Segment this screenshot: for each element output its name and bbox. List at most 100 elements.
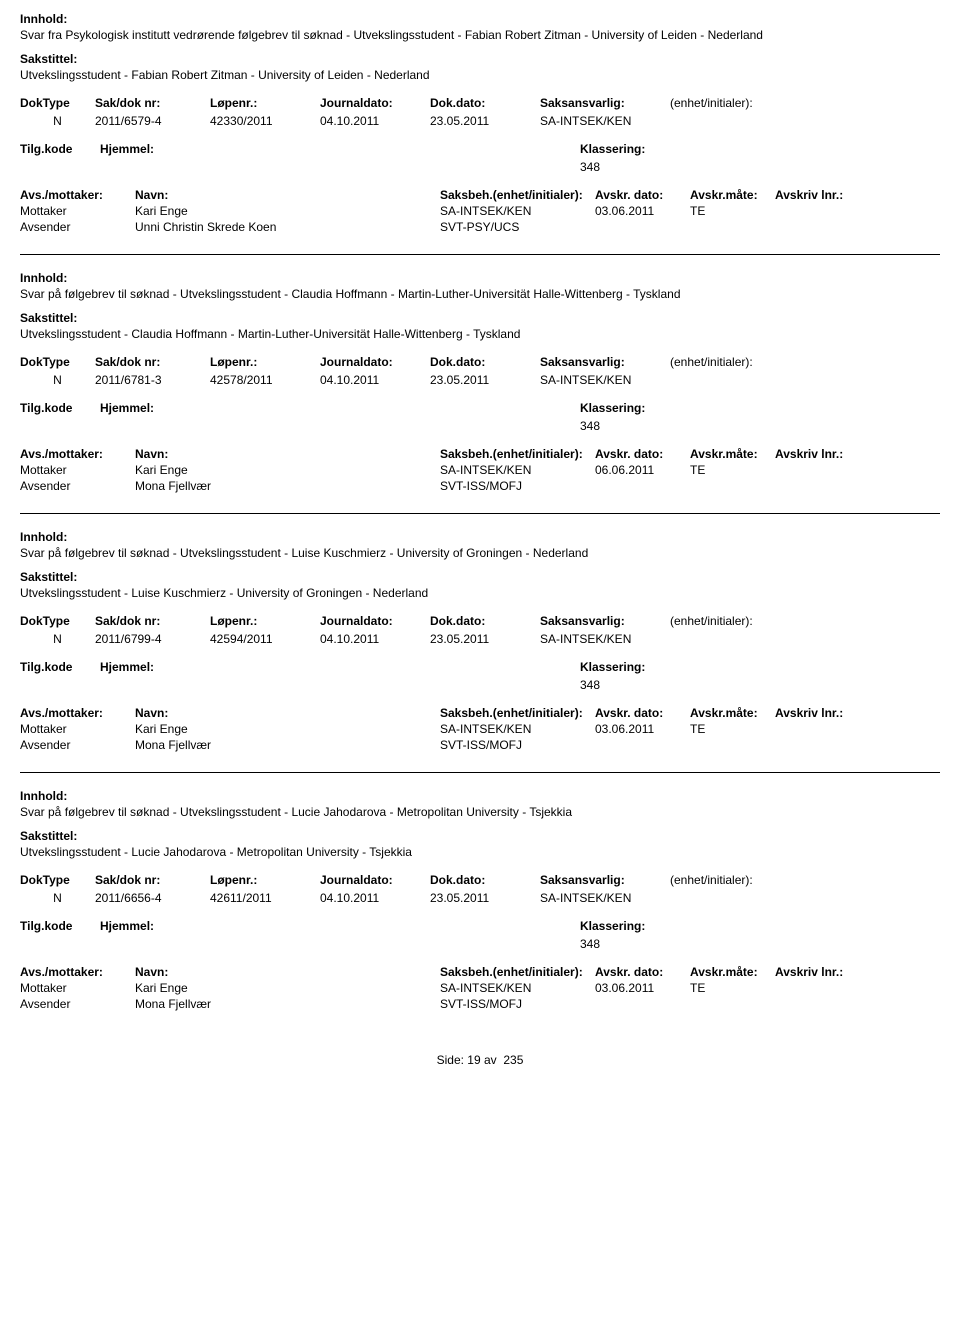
- saksansvarlig-label: Saksansvarlig:: [540, 873, 670, 887]
- hjemmel-value: [100, 678, 470, 692]
- doc-value-row: N 2011/6656-4 42611/2011 04.10.2011 23.0…: [20, 891, 940, 905]
- records-container: Innhold: Svar fra Psykologisk institutt …: [20, 12, 940, 1023]
- sakstittel-text: Utvekslingsstudent - Lucie Jahodarova - …: [20, 845, 940, 859]
- party-navn: Kari Enge: [135, 981, 440, 995]
- party-avskrdato: 03.06.2011: [595, 722, 690, 736]
- party-saksbeh: SA-INTSEK/KEN: [440, 981, 595, 995]
- tilg-row: Tilg.kode Hjemmel: Klassering:: [20, 142, 940, 156]
- lopenr-label: Løpenr.:: [210, 96, 320, 110]
- dokdato-value: 23.05.2011: [430, 114, 540, 128]
- dokdato-value: 23.05.2011: [430, 632, 540, 646]
- innhold-label: Innhold:: [20, 271, 940, 285]
- avskrmate-label: Avskr.måte:: [690, 188, 775, 202]
- avskrmate-label: Avskr.måte:: [690, 965, 775, 979]
- party-navn: Mona Fjellvær: [135, 738, 440, 752]
- avskrdato-label: Avskr. dato:: [595, 965, 690, 979]
- avskrivlnr-label: Avskriv lnr.:: [775, 188, 875, 202]
- tilgkode-value: [20, 678, 100, 692]
- party-avskrmate: TE: [690, 981, 775, 995]
- party-navn: Kari Enge: [135, 204, 440, 218]
- party-saksbeh: SVT-ISS/MOFJ: [440, 479, 595, 493]
- party-navn: Kari Enge: [135, 463, 440, 477]
- klassering-value: 348: [580, 937, 820, 951]
- party-avskrdato: 03.06.2011: [595, 204, 690, 218]
- saksbeh-label: Saksbeh.(enhet/initialer):: [440, 188, 595, 202]
- avskrmate-label: Avskr.måte:: [690, 706, 775, 720]
- party-navn: Kari Enge: [135, 722, 440, 736]
- journaldato-value: 04.10.2011: [320, 373, 430, 387]
- enhet-label: (enhet/initialer):: [670, 873, 800, 887]
- record: Innhold: Svar på følgebrev til søknad - …: [20, 254, 940, 505]
- sakstittel-label: Sakstittel:: [20, 52, 940, 66]
- party-saksbeh: SA-INTSEK/KEN: [440, 463, 595, 477]
- dokdato-label: Dok.dato:: [430, 873, 540, 887]
- innhold-text: Svar på følgebrev til søknad - Utvekslin…: [20, 287, 940, 301]
- lopenr-value: 42611/2011: [210, 891, 320, 905]
- party-row: Mottaker Kari Enge SA-INTSEK/KEN 06.06.2…: [20, 463, 940, 477]
- journaldato-value: 04.10.2011: [320, 632, 430, 646]
- journaldato-label: Journaldato:: [320, 873, 430, 887]
- party-avskrmate: [690, 738, 775, 752]
- doktype-label: DokType: [20, 355, 95, 369]
- hjemmel-label: Hjemmel:: [100, 660, 470, 674]
- tilg-value-row: 348: [20, 678, 940, 692]
- party-avskrivlnr: [775, 997, 875, 1011]
- party-navn: Mona Fjellvær: [135, 997, 440, 1011]
- party-avskrdato: [595, 997, 690, 1011]
- sakstittel-label: Sakstittel:: [20, 829, 940, 843]
- klassering-label: Klassering:: [580, 401, 820, 415]
- doktype-value: N: [20, 891, 95, 905]
- party-navn: Unni Christin Skrede Koen: [135, 220, 440, 234]
- record: Innhold: Svar fra Psykologisk institutt …: [20, 12, 940, 246]
- dokdato-label: Dok.dato:: [430, 355, 540, 369]
- party-saksbeh: SA-INTSEK/KEN: [440, 204, 595, 218]
- tilgkode-value: [20, 937, 100, 951]
- party-header-row: Avs./mottaker: Navn: Saksbeh.(enhet/init…: [20, 188, 940, 202]
- doktype-value: N: [20, 114, 95, 128]
- dokdato-label: Dok.dato:: [430, 614, 540, 628]
- enhet-value: [670, 632, 800, 646]
- party-avskrdato: [595, 479, 690, 493]
- party-header-row: Avs./mottaker: Navn: Saksbeh.(enhet/init…: [20, 965, 940, 979]
- innhold-text: Svar fra Psykologisk institutt vedrørend…: [20, 28, 940, 42]
- party-role: Avsender: [20, 479, 135, 493]
- saksbeh-label: Saksbeh.(enhet/initialer):: [440, 965, 595, 979]
- avskrdato-label: Avskr. dato:: [595, 188, 690, 202]
- avsmottaker-label: Avs./mottaker:: [20, 706, 135, 720]
- avskrmate-label: Avskr.måte:: [690, 447, 775, 461]
- doc-header-row: DokType Sak/dok nr: Løpenr.: Journaldato…: [20, 355, 940, 369]
- party-avskrmate: TE: [690, 463, 775, 477]
- doktype-value: N: [20, 632, 95, 646]
- sakdok-value: 2011/6579-4: [95, 114, 210, 128]
- avsmottaker-label: Avs./mottaker:: [20, 447, 135, 461]
- party-role: Avsender: [20, 220, 135, 234]
- doc-header-row: DokType Sak/dok nr: Løpenr.: Journaldato…: [20, 96, 940, 110]
- doc-value-row: N 2011/6781-3 42578/2011 04.10.2011 23.0…: [20, 373, 940, 387]
- journaldato-label: Journaldato:: [320, 614, 430, 628]
- saksansvarlig-label: Saksansvarlig:: [540, 614, 670, 628]
- saksansvarlig-value: SA-INTSEK/KEN: [540, 632, 670, 646]
- party-avskrivlnr: [775, 463, 875, 477]
- saksansvarlig-value: SA-INTSEK/KEN: [540, 891, 670, 905]
- party-avskrdato: 06.06.2011: [595, 463, 690, 477]
- klassering-value: 348: [580, 678, 820, 692]
- tilgkode-label: Tilg.kode: [20, 142, 100, 156]
- enhet-value: [670, 114, 800, 128]
- avskrivlnr-label: Avskriv lnr.:: [775, 447, 875, 461]
- party-role: Avsender: [20, 997, 135, 1011]
- hjemmel-label: Hjemmel:: [100, 142, 470, 156]
- party-saksbeh: SVT-ISS/MOFJ: [440, 997, 595, 1011]
- sakdok-label: Sak/dok nr:: [95, 614, 210, 628]
- footer-page: 19: [467, 1053, 480, 1067]
- enhet-value: [670, 891, 800, 905]
- tilg-value-row: 348: [20, 937, 940, 951]
- klassering-label: Klassering:: [580, 142, 820, 156]
- tilgkode-label: Tilg.kode: [20, 919, 100, 933]
- dokdato-label: Dok.dato:: [430, 96, 540, 110]
- party-row: Avsender Mona Fjellvær SVT-ISS/MOFJ: [20, 479, 940, 493]
- sakdok-label: Sak/dok nr:: [95, 873, 210, 887]
- hjemmel-label: Hjemmel:: [100, 919, 470, 933]
- party-role: Avsender: [20, 738, 135, 752]
- dokdato-value: 23.05.2011: [430, 891, 540, 905]
- hjemmel-value: [100, 419, 470, 433]
